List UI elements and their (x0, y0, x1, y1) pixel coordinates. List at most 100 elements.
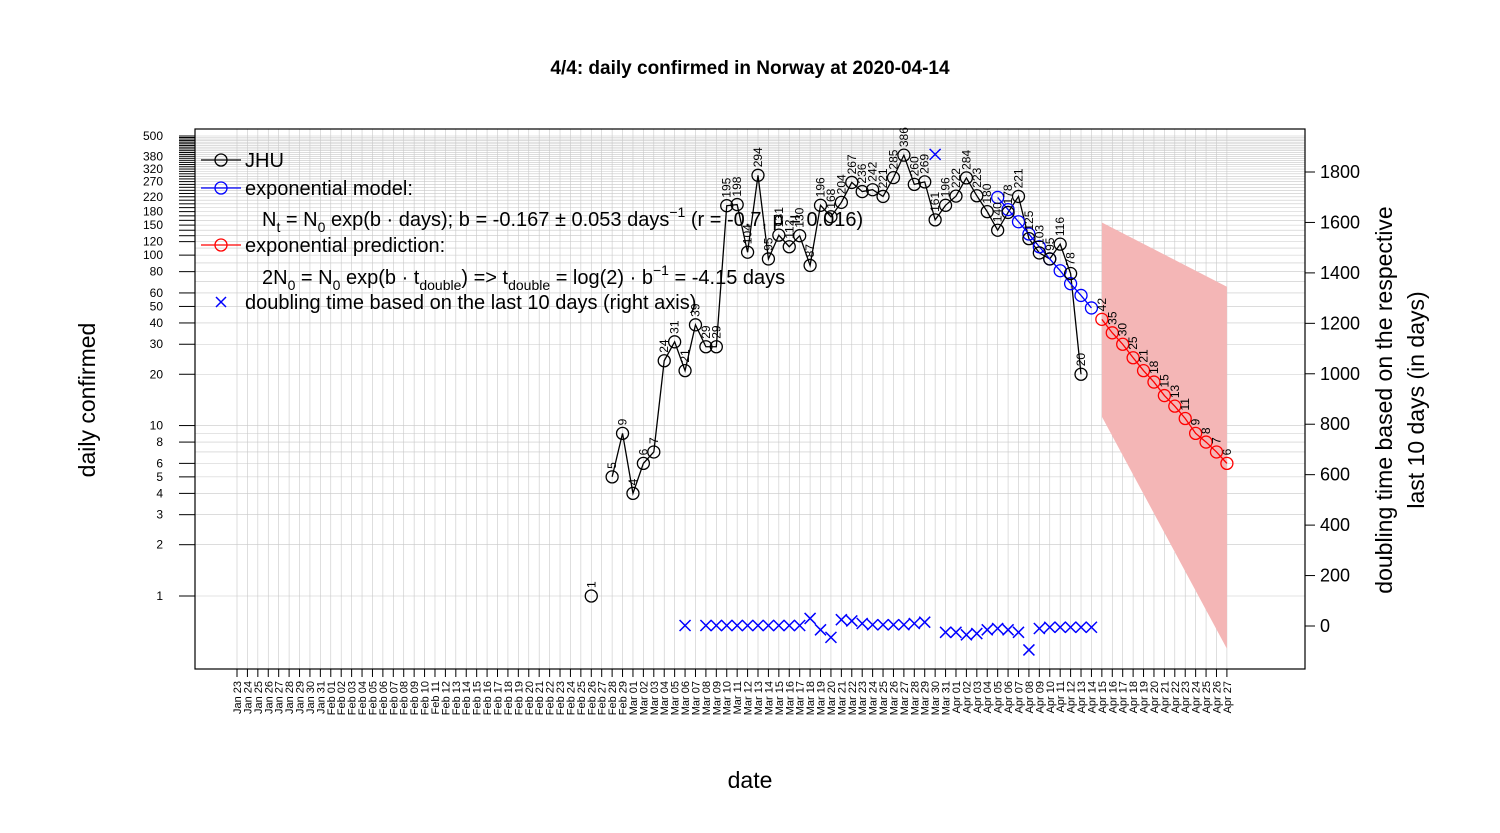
prediction-point (1178, 411, 1192, 426)
y-left-tick-label: 60 (150, 286, 164, 300)
doubling-time-point (1033, 622, 1046, 635)
legend-prediction-marker (214, 238, 228, 252)
y-left-tick-label: 120 (143, 235, 163, 249)
doubling-cross-stroke (1043, 621, 1056, 634)
doubling-time-point (772, 619, 785, 632)
jhu-point (845, 175, 859, 190)
x-axis-title: date (728, 767, 773, 793)
doubling-cross-stroke (897, 618, 910, 631)
x-tick-label: Apr 18 (1128, 681, 1140, 713)
chart-title: 4/4: daily confirmed in Norway at 2020-0… (550, 58, 950, 79)
doubling-time-point (981, 623, 994, 636)
jhu-point-label: 223 (970, 167, 984, 187)
jhu-point-label: 104 (741, 224, 755, 244)
doubling-time-point (960, 628, 973, 641)
x-tick-label: Apr 14 (1086, 681, 1098, 713)
y-left-tick-label: 5 (156, 470, 163, 484)
doubling-time-point (1064, 621, 1077, 634)
x-tick-label: Apr 13 (1076, 681, 1088, 713)
doubling-time-point (1054, 621, 1067, 634)
doubling-time-point (856, 617, 869, 630)
x-tick-label: Feb 04 (357, 681, 369, 715)
x-tick-label: Apr 01 (951, 681, 963, 713)
jhu-point-label: 195 (720, 177, 734, 197)
doubling-cross-stroke (1033, 622, 1046, 635)
prediction-point-label: 18 (1147, 360, 1161, 374)
x-tick-label: Apr 08 (1024, 681, 1036, 713)
prediction-point (1126, 351, 1140, 365)
x-tick-label: Feb 06 (378, 681, 390, 715)
jhu-point (991, 223, 1005, 237)
x-tick-label: Feb 14 (461, 681, 473, 715)
prediction-point (1157, 388, 1172, 403)
doubling-cross-stroke (793, 619, 806, 632)
x-tick-label: Apr 02 (961, 681, 973, 713)
jhu-point-label: 95 (1043, 237, 1057, 251)
doubling-time-point (887, 618, 900, 631)
x-tick-label: Mar 27 (899, 681, 911, 715)
jhu-point-label: 131 (772, 207, 786, 227)
x-tick-label: Apr 27 (1222, 681, 1234, 713)
doubling-cross-stroke (772, 619, 785, 632)
x-tick-label: Feb 07 (388, 681, 400, 715)
y-right-tick-label: 400 (1320, 515, 1350, 535)
jhu-point (1032, 246, 1046, 260)
prediction-point-label: 9 (1189, 418, 1203, 425)
x-tick-label: Feb 11 (430, 681, 442, 714)
doubling-time-point (793, 619, 806, 632)
doubling-cross-stroke (679, 619, 692, 632)
y-left-tick-label: 320 (143, 162, 163, 176)
jhu-point-label: 161 (928, 192, 942, 212)
doubling-time-point (929, 148, 942, 161)
x-tick-label: Mar 13 (753, 681, 765, 715)
y-left-tick-label: 8 (156, 435, 163, 449)
prediction-point-label: 11 (1178, 398, 1192, 411)
jhu-point-label: 87 (803, 244, 817, 258)
x-tick-label: Mar 24 (868, 681, 880, 715)
prediction-point-label: 13 (1168, 384, 1182, 398)
x-tick-label: Jan 31 (315, 681, 327, 714)
jhu-point-label: 269 (918, 154, 932, 174)
model-point (1032, 240, 1046, 254)
jhu-point (751, 168, 765, 182)
x-tick-label: Mar 26 (888, 681, 900, 715)
jhu-point (855, 184, 869, 199)
x-tick-label: Mar 28 (909, 681, 921, 715)
legend: JHU exponential model: Nt = N0 exp(b · d… (201, 150, 863, 314)
doubling-time-point (1022, 643, 1035, 656)
y-left-tick-label: 500 (143, 129, 163, 143)
y-left-tick-label: 6 (156, 456, 163, 470)
x-tick-label: Apr 20 (1149, 681, 1161, 713)
jhu-point-label: 125 (1022, 210, 1036, 230)
prediction-point-label: 8 (1199, 427, 1213, 434)
x-tick-label: Jan 24 (242, 681, 254, 714)
jhu-point (980, 204, 994, 219)
jhu-point (647, 445, 661, 459)
x-tick-label: Apr 15 (1097, 681, 1109, 713)
x-tick-label: Feb 18 (503, 681, 515, 715)
y-left-tick-label: 100 (143, 248, 163, 262)
y-left-tick-label: 4 (156, 486, 163, 500)
jhu-point-label: 95 (761, 237, 775, 251)
doubling-time-point (908, 617, 921, 630)
x-tick-label: Mar 09 (711, 681, 723, 715)
jhu-point (897, 148, 911, 162)
x-tick-label: Mar 18 (805, 681, 817, 715)
jhu-point-label: 168 (824, 188, 838, 208)
y-right-tick-label: 600 (1320, 465, 1350, 485)
doubling-cross-stroke (866, 618, 879, 631)
jhu-point (865, 183, 880, 197)
jhu-point-label: 140 (991, 202, 1005, 222)
x-tick-label: Jan 26 (263, 681, 275, 714)
x-tick-label: Mar 15 (774, 681, 786, 715)
legend-prediction-label: exponential prediction: (245, 235, 445, 257)
y-left-tick-label: 30 (150, 337, 164, 351)
jhu-point-label: 180 (980, 183, 994, 203)
jhu-point (782, 240, 796, 254)
prediction-point (1188, 426, 1203, 441)
prediction-point (1168, 399, 1182, 413)
doubling-time-point (835, 613, 848, 626)
doubling-cross-stroke (1002, 623, 1015, 636)
doubling-cross-stroke (835, 613, 848, 626)
doubling-cross-stroke (845, 614, 858, 627)
